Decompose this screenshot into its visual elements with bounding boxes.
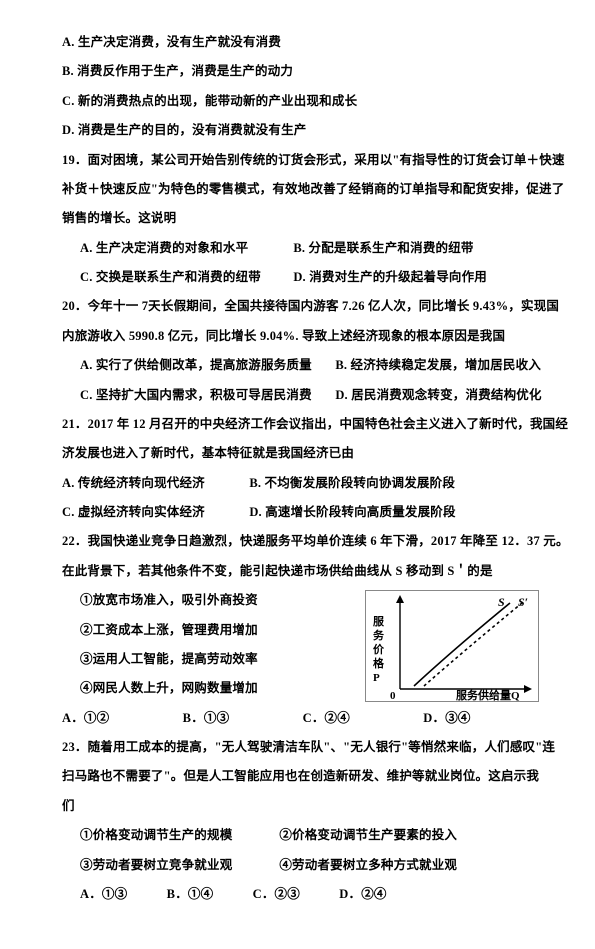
q21-opt-c: C. 虚拟经济转向实体经济 bbox=[62, 498, 246, 527]
q21-opt-b: B. 不均衡发展阶段转向协调发展阶段 bbox=[249, 476, 455, 490]
y-label-5: P bbox=[373, 672, 380, 684]
option-d: D. 消费是生产的目的，没有消费就没有生产 bbox=[62, 116, 533, 145]
q22-stem-1: 22．我国快递业竞争日趋激烈，快递服务平均单价连续 6 年下滑，2017 年降至… bbox=[62, 527, 533, 556]
q21-opts-row2: C. 虚拟经济转向实体经济 D. 高速增长阶段转向高质量发展阶段 bbox=[62, 498, 533, 527]
x-label: 服务供给量Q bbox=[456, 688, 520, 701]
q20-opts-row1: A. 实行了供给侧改革，提高旅游服务质量 B. 经济持续稳定发展，增加居民收入 bbox=[62, 351, 533, 380]
q22-opts: A．①② B．①③ C．②④ D．③④ bbox=[62, 704, 533, 733]
q23-stmt-3: ③劳动者要树立竞争就业观 bbox=[80, 851, 276, 880]
q22-opt-a: A．①② bbox=[62, 711, 109, 725]
q20-stem-1: 20．今年十一 7天长假期间，全国共接待国内游客 7.26 亿人次，同比增长 9… bbox=[62, 292, 533, 321]
q21-opt-a: A. 传统经济转向现代经济 bbox=[62, 469, 246, 498]
q23-opt-b: B．①④ bbox=[167, 887, 214, 901]
q23-opt-a: A．①③ bbox=[80, 887, 127, 901]
q23-opts: A．①③ B．①④ C．②③ D．②④ bbox=[62, 880, 533, 909]
q23-stmts-row1: ①价格变动调节生产的规模 ②价格变动调节生产要素的投入 bbox=[62, 821, 533, 850]
q20-opts-row2: C. 坚持扩大国内需求，积极可导居民消费 D. 居民消费观念转变，消费结构优化 bbox=[62, 381, 533, 410]
q21-opts-row1: A. 传统经济转向现代经济 B. 不均衡发展阶段转向协调发展阶段 bbox=[62, 469, 533, 498]
label-s: S bbox=[498, 595, 505, 609]
q19-opt-d: D. 消费对生产的升级起着导向作用 bbox=[293, 270, 487, 284]
q19-opt-c: C. 交换是联系生产和消费的纽带 bbox=[80, 263, 290, 292]
q21-stem-1: 21．2017 年 12 月召开的中央经济工作会议指出，中国特色社会主义进入了新… bbox=[62, 410, 533, 439]
q19-stem-3: 销售的增长。这说明 bbox=[62, 204, 533, 233]
q19-stem-2: 补货＋快速反应"为特色的零售模式，有效地改善了经销商的订单指导和配货安排，促进了 bbox=[62, 175, 533, 204]
q23-opt-d: D．②④ bbox=[339, 887, 386, 901]
q23-stmt-1: ①价格变动调节生产的规模 bbox=[80, 821, 276, 850]
q23-stmts-row2: ③劳动者要树立竞争就业观 ④劳动者要树立多种方式就业观 bbox=[62, 851, 533, 880]
y-label-2: 务 bbox=[373, 628, 385, 642]
q23-stem-2: 扫马路也不需要了"。但是人工智能应用也在创造新研发、维护等就业岗位。这启示我 bbox=[62, 762, 533, 791]
q23-stmt-4: ④劳动者要树立多种方式就业观 bbox=[279, 858, 457, 872]
q22-opt-b: B．①③ bbox=[183, 711, 230, 725]
q23-stem-1: 23．随着用工成本的提高，"无人驾驶清洁车队"、"无人银行"等悄然来临，人们感叹… bbox=[62, 733, 533, 762]
curve-s bbox=[414, 603, 510, 686]
q19-opts-row2: C. 交换是联系生产和消费的纽带 D. 消费对生产的升级起着导向作用 bbox=[62, 263, 533, 292]
q19-opt-b: B. 分配是联系生产和消费的纽带 bbox=[293, 241, 473, 255]
q20-opt-b: B. 经济持续稳定发展，增加居民收入 bbox=[335, 358, 541, 372]
q19-stem-1: 19．面对困境，某公司开始告别传统的订货会形式，采用以"有指导性的订货会订单＋快… bbox=[62, 146, 533, 175]
y-label-4: 格 bbox=[373, 656, 385, 670]
x-axis-arrow bbox=[524, 685, 532, 693]
q21-opt-d: D. 高速增长阶段转向高质量发展阶段 bbox=[249, 505, 455, 519]
q23-stem-3: 们 bbox=[62, 792, 533, 821]
q19-opt-a: A. 生产决定消费的对象和水平 bbox=[80, 234, 290, 263]
curve-s-prime bbox=[424, 603, 522, 686]
q20-opt-c: C. 坚持扩大国内需求，积极可导居民消费 bbox=[80, 381, 332, 410]
q22-opt-c: C．②④ bbox=[303, 711, 350, 725]
q23-stmt-2: ②价格变动调节生产要素的投入 bbox=[279, 828, 457, 842]
q21-stem-2: 济发展也进入了新时代，基本特征就是我国经济已由 bbox=[62, 439, 533, 468]
option-c: C. 新的消费热点的出现，能带动新的产业出现和成长 bbox=[62, 87, 533, 116]
option-b: B. 消费反作用于生产，消费是生产的动力 bbox=[62, 57, 533, 86]
origin-label: 0 bbox=[390, 690, 396, 701]
y-label-1: 服 bbox=[373, 615, 385, 628]
q22-stem-2: 在此背景下，若其他条件不变，能引起快递市场供给曲线从 S 移动到 S＇的是 bbox=[62, 557, 533, 586]
q19-opts-row1: A. 生产决定消费的对象和水平 B. 分配是联系生产和消费的纽带 bbox=[62, 234, 533, 263]
y-axis-arrow bbox=[396, 595, 404, 603]
label-s-prime: S′ bbox=[518, 595, 528, 609]
q23-opt-c: C．②③ bbox=[253, 887, 300, 901]
q22-opt-d: D．③④ bbox=[423, 711, 470, 725]
supply-curve-chart: S S′ 服 务 价 格 P 0 服务供给量Q bbox=[365, 590, 539, 702]
q20-opt-d: D. 居民消费观念转变，消费结构优化 bbox=[335, 388, 541, 402]
y-label-3: 价 bbox=[373, 643, 385, 656]
option-a: A. 生产决定消费，没有生产就没有消费 bbox=[62, 28, 533, 57]
q20-stem-2: 内旅游收入 5990.8 亿元，同比增长 9.04%. 导致上述经济现象的根本原… bbox=[62, 322, 533, 351]
q20-opt-a: A. 实行了供给侧改革，提高旅游服务质量 bbox=[80, 351, 332, 380]
